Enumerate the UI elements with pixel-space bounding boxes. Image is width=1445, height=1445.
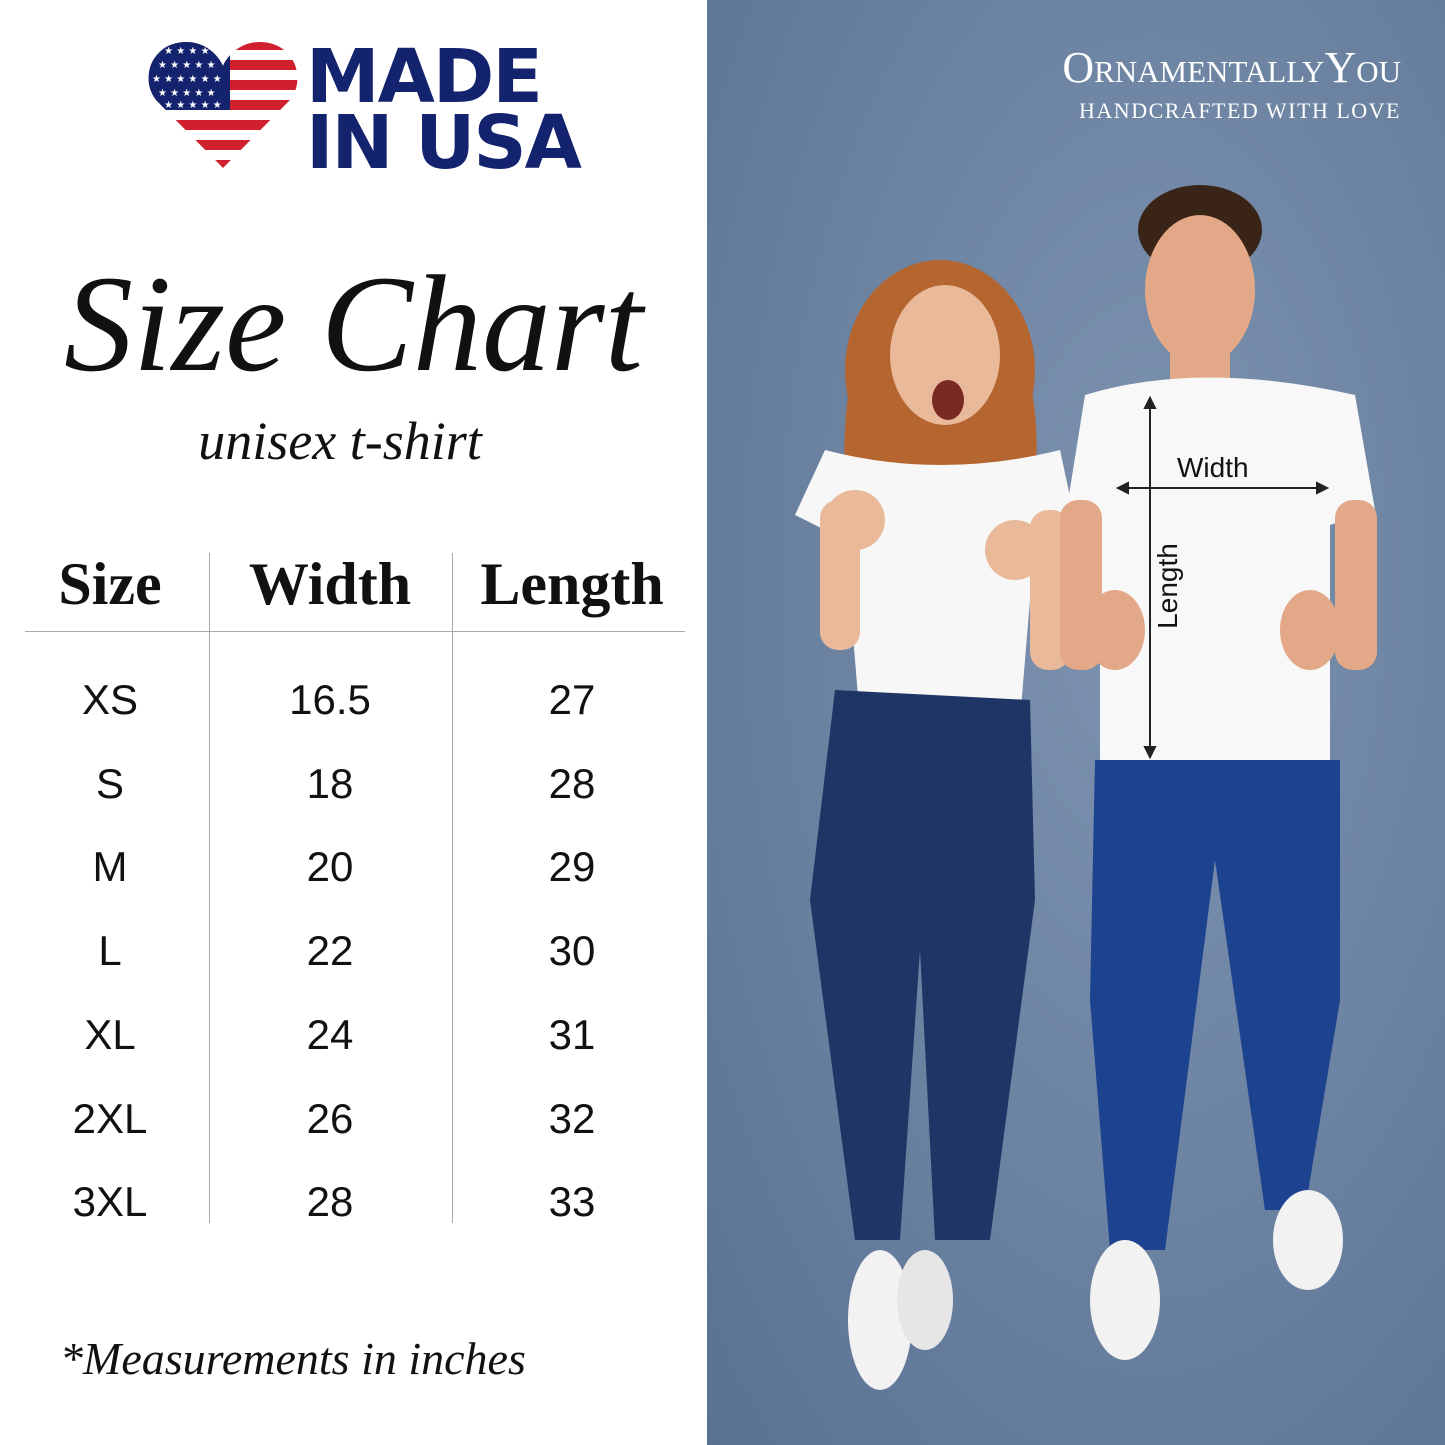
- length-measure-arrow: [1143, 395, 1157, 760]
- column-divider: [452, 553, 453, 1223]
- header-divider: [25, 631, 685, 632]
- cell-width: 28: [306, 1178, 354, 1226]
- width-label: Width: [1177, 452, 1249, 483]
- svg-text:★ ★ ★ ★ ★: ★ ★ ★ ★ ★: [158, 60, 216, 71]
- man-figure: [1060, 185, 1377, 1360]
- cell-width: 16.5: [289, 676, 371, 723]
- footnote: *Measurements in inches: [60, 1333, 526, 1384]
- model-photo: OrnamentallyYou HANDCRAFTED WITH LOVE: [707, 0, 1445, 1445]
- cell-length: 32: [548, 1094, 596, 1142]
- svg-text:★ ★ ★ ★ ★ ★: ★ ★ ★ ★ ★ ★: [152, 100, 222, 111]
- cell-width: 20: [306, 843, 354, 891]
- cell-length: 31: [548, 1010, 596, 1058]
- woman-figure: [795, 260, 1075, 1390]
- width-measure-arrow: [1115, 481, 1330, 495]
- length-label: Length: [1151, 543, 1183, 629]
- header-size: Size: [58, 551, 162, 617]
- cell-length: 27: [548, 676, 596, 723]
- cell-size: M: [92, 843, 128, 891]
- cell-length: 29: [548, 843, 596, 891]
- header-width: Width: [248, 551, 412, 617]
- cell-size: S: [95, 759, 124, 807]
- brand-tagline: HANDCRAFTED WITH LOVE: [1079, 98, 1401, 123]
- cell-length: 28: [548, 759, 596, 807]
- cell-length: 30: [548, 927, 596, 975]
- svg-text:★ ★ ★ ★ ★ ★: ★ ★ ★ ★ ★ ★: [152, 74, 222, 85]
- cell-size: 2XL: [72, 1094, 148, 1142]
- svg-text:★ ★ ★ ★ ★: ★ ★ ★ ★ ★: [158, 88, 216, 99]
- size-chart-panel: ★ ★ ★ ★ ★ ★ ★ ★ ★ ★ ★ ★ ★ ★ ★ ★ ★ ★ ★ ★ ★ ★…: [0, 0, 707, 1445]
- cell-size: L: [98, 927, 122, 975]
- cell-size: 3XL: [72, 1178, 148, 1226]
- cell-size: XS: [81, 676, 139, 723]
- cell-width: 24: [306, 1010, 354, 1058]
- cell-width: 18: [306, 759, 354, 807]
- cell-width: 22: [306, 927, 354, 975]
- page-subtitle: unisex t-shirt: [198, 411, 482, 471]
- cell-size: XL: [84, 1010, 136, 1058]
- brand-name: OrnamentallyYou: [1062, 43, 1401, 92]
- us-flag-heart-icon: ★ ★ ★ ★ ★ ★★ ★ ★ ★ ★★ ★ ★ ★ ★ ★★ ★ ★ ★ ★…: [148, 41, 298, 168]
- cell-width: 26: [306, 1094, 354, 1142]
- page-title: Size Chart: [64, 247, 643, 400]
- models-illustration: [795, 185, 1377, 1390]
- in-usa-label: IN USA: [306, 100, 582, 186]
- cell-length: 33: [548, 1178, 596, 1226]
- svg-text:★ ★ ★ ★ ★ ★: ★ ★ ★ ★ ★ ★: [152, 46, 222, 57]
- made-label: MADE: [306, 34, 543, 120]
- header-length: Length: [480, 551, 664, 617]
- column-divider: [209, 553, 210, 1223]
